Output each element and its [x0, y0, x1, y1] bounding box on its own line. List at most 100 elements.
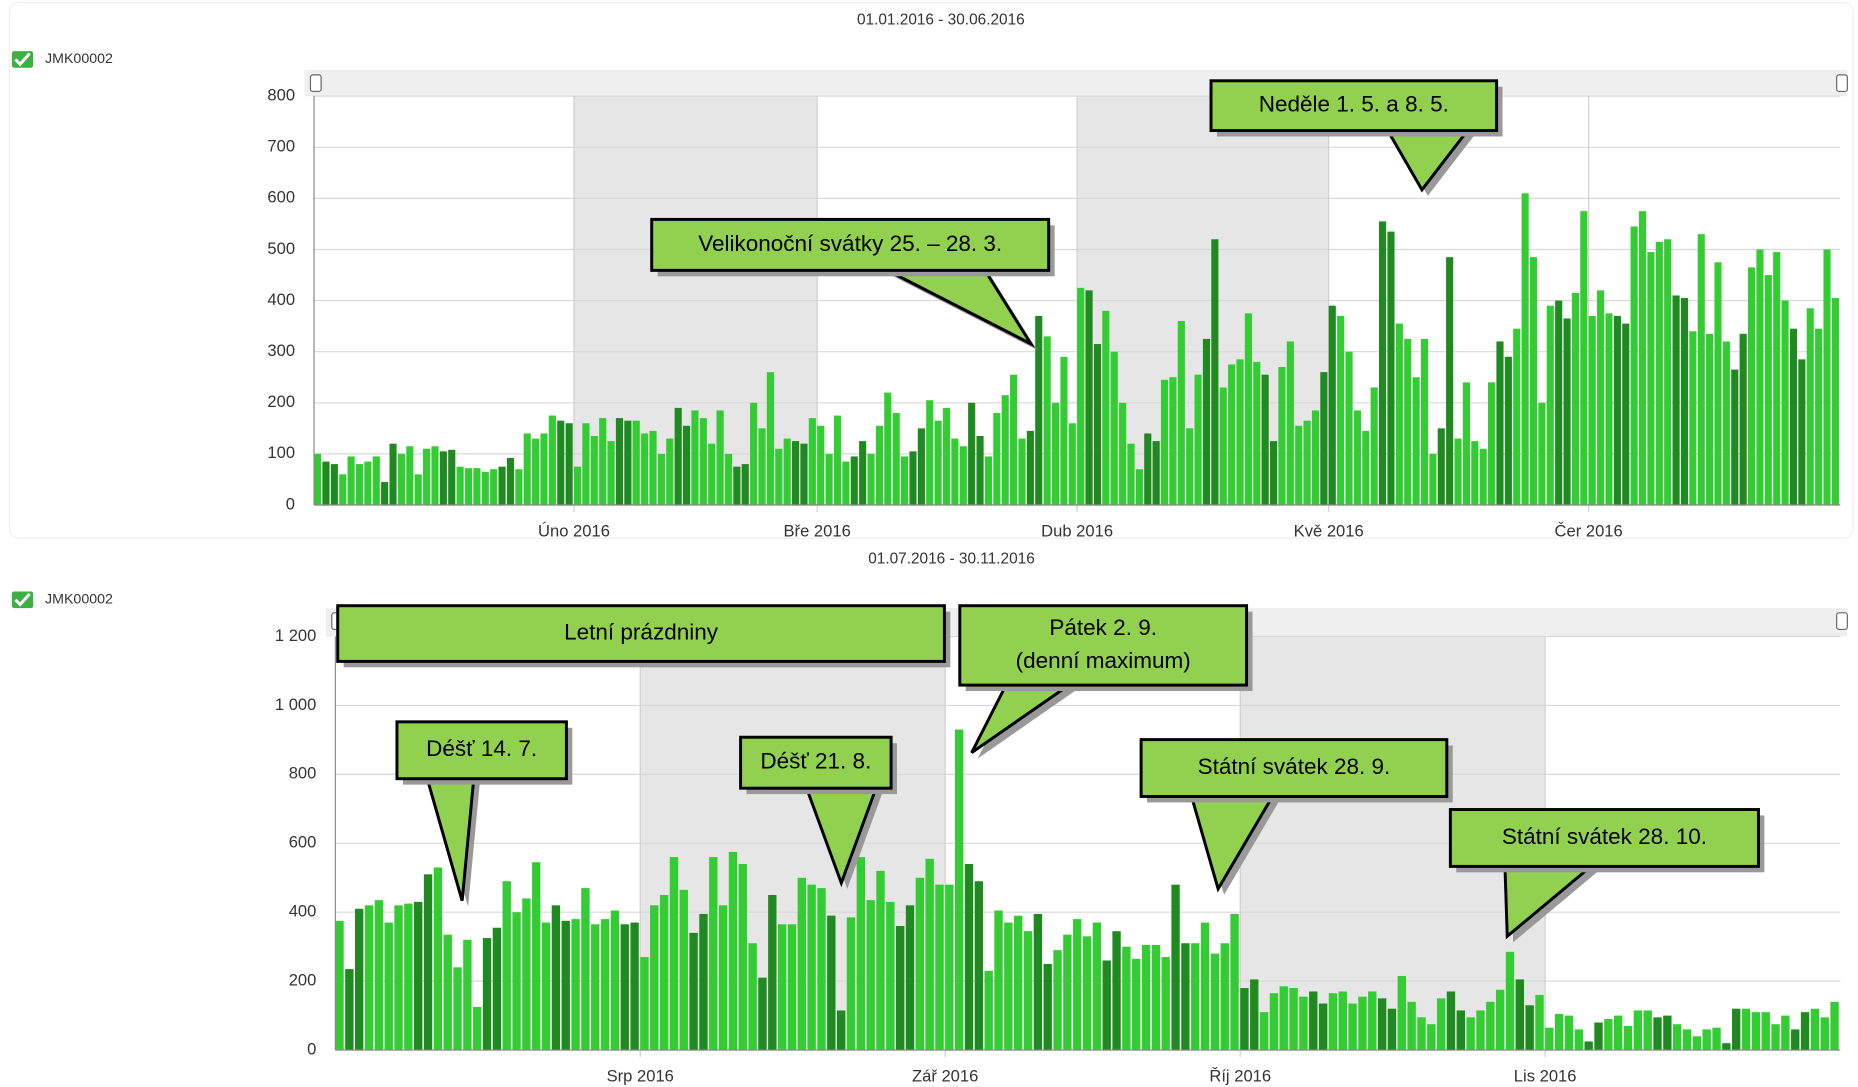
- bar: [532, 438, 540, 505]
- bar: [1643, 1010, 1652, 1051]
- bar: [561, 920, 570, 1051]
- bar: [797, 877, 806, 1051]
- bar: [1504, 356, 1512, 505]
- bar: [1756, 249, 1764, 505]
- bar: [1141, 944, 1151, 1051]
- bar: [968, 402, 976, 505]
- bar: [1353, 410, 1361, 505]
- navigator-handle: [1836, 74, 1848, 93]
- bar: [1200, 922, 1210, 1051]
- bar: [1663, 1015, 1672, 1051]
- bar: [1169, 377, 1177, 505]
- bar: [599, 418, 607, 505]
- y-tick-label: 300: [267, 341, 295, 360]
- bar: [515, 469, 523, 505]
- bar: [433, 867, 443, 1051]
- bar: [314, 453, 322, 505]
- bar: [1521, 193, 1529, 505]
- bar: [394, 905, 403, 1051]
- bar: [733, 466, 741, 505]
- bar: [1244, 313, 1252, 505]
- x-tick-label: Lis 2016: [1514, 1067, 1577, 1086]
- bar: [1122, 946, 1131, 1051]
- bar: [934, 420, 942, 505]
- bar: [1181, 943, 1190, 1051]
- bar: [1697, 234, 1705, 505]
- bar: [1525, 1005, 1534, 1051]
- bar: [590, 436, 598, 505]
- bar: [1771, 1024, 1780, 1051]
- bar: [1471, 441, 1479, 505]
- bar: [1427, 1024, 1436, 1051]
- bar: [808, 418, 816, 505]
- bar: [540, 433, 548, 505]
- callout-box: [1448, 808, 1760, 868]
- bar: [1404, 338, 1412, 505]
- bar: [1119, 402, 1127, 505]
- bar: [541, 922, 551, 1051]
- y-tick-label: 0: [307, 1039, 316, 1058]
- bar: [565, 423, 573, 505]
- bar: [364, 461, 372, 505]
- bar: [716, 410, 724, 505]
- bar: [1529, 257, 1538, 505]
- chart-title: 01.07.2016 - 30.11.2016: [868, 551, 1035, 568]
- bar: [1112, 931, 1121, 1051]
- bar: [1412, 377, 1420, 505]
- y-tick-label: 600: [289, 833, 317, 852]
- bar: [758, 977, 767, 1051]
- callout-box: [739, 735, 893, 790]
- legend-label: JMK00002: [45, 51, 113, 67]
- bar: [1417, 1017, 1426, 1051]
- bar: [866, 900, 875, 1051]
- bar: [523, 433, 531, 505]
- bar: [1186, 428, 1194, 505]
- bar: [1261, 374, 1269, 505]
- bar: [1092, 922, 1102, 1051]
- callout-text: Letní prázdniny: [564, 620, 719, 645]
- bar: [984, 456, 993, 505]
- bar: [1436, 998, 1446, 1051]
- bar: [1462, 382, 1470, 505]
- callout-text: Velikonoční svátky 25. – 28. 3.: [698, 231, 1002, 256]
- bar: [817, 425, 825, 505]
- bar: [657, 453, 665, 505]
- bar: [1202, 338, 1211, 505]
- bar: [456, 466, 464, 505]
- bar: [1236, 359, 1244, 505]
- bar: [389, 443, 397, 505]
- bar: [842, 461, 850, 505]
- bar: [876, 870, 885, 1051]
- callout-text: Déšť 14. 7.: [426, 736, 537, 761]
- bar: [1345, 351, 1353, 505]
- bar: [443, 934, 452, 1051]
- bar: [926, 400, 934, 505]
- callout-pointer: [882, 266, 1036, 348]
- y-tick-label: 800: [267, 86, 295, 105]
- callout-text: Neděle 1. 5. a 8. 5.: [1259, 92, 1449, 117]
- bar: [1692, 1036, 1702, 1051]
- bar: [915, 877, 925, 1051]
- bar: [1486, 1001, 1495, 1051]
- bar: [1299, 996, 1308, 1051]
- bar: [1588, 315, 1596, 505]
- bar: [748, 943, 757, 1051]
- bar: [406, 446, 414, 505]
- bar: [1060, 356, 1068, 505]
- bar: [573, 466, 582, 505]
- bar: [1043, 336, 1051, 505]
- bar: [850, 456, 858, 505]
- bar: [1673, 1024, 1682, 1051]
- bar: [1538, 402, 1546, 505]
- bar: [1638, 211, 1647, 505]
- bar: [1555, 300, 1563, 505]
- bar: [741, 464, 749, 505]
- bar: [1077, 287, 1085, 505]
- bar: [1446, 991, 1456, 1051]
- navigator-handle: [309, 74, 322, 93]
- bar: [1496, 341, 1504, 505]
- y-tick-label: 200: [289, 971, 317, 990]
- legend-check: [14, 52, 31, 67]
- bar: [766, 372, 774, 505]
- legend-label: JMK00002: [45, 592, 113, 608]
